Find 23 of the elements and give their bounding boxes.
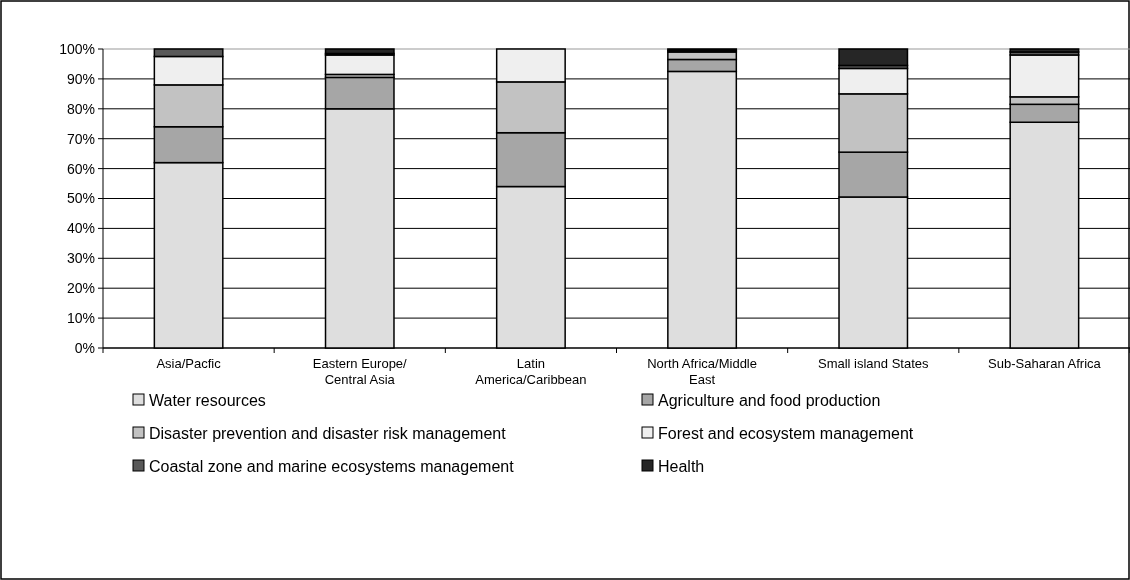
x-tick-label: Sub-Saharan Africa [988, 356, 1102, 371]
y-tick-label: 50% [66, 190, 95, 207]
legend-label: Coastal zone and marine ecosystems management [149, 457, 515, 475]
legend-label: Water resources [149, 391, 266, 409]
legend-label: Disaster prevention and disaster risk management [149, 424, 507, 442]
y-tick-label: 40% [66, 220, 95, 237]
x-tick-label: North Africa/Middle East [647, 356, 757, 387]
y-tick-label: 90% [66, 70, 95, 87]
legend-label: Health [658, 457, 705, 475]
y-tick-label: 10% [66, 310, 95, 326]
y-tick-label: 80% [66, 100, 95, 117]
x-tick-label: Eastern Europe/ Central Asia [312, 356, 408, 387]
x-tick-label: Asia/Pacfic [156, 356, 222, 371]
legend-label: Agriculture and food production [658, 391, 881, 409]
legend-label: Forest and ecosystem management [658, 424, 914, 442]
x-tick-label: Small island States [817, 356, 930, 371]
y-tick-label: 100% [59, 40, 95, 57]
x-tick-label: Latin America/Caribbean [475, 356, 587, 387]
y-tick-label: 30% [66, 250, 95, 267]
y-tick-label: 60% [66, 160, 95, 177]
y-tick-label: 70% [66, 130, 95, 147]
y-tick-label: 20% [66, 280, 95, 297]
y-tick-label: 0% [74, 339, 95, 356]
